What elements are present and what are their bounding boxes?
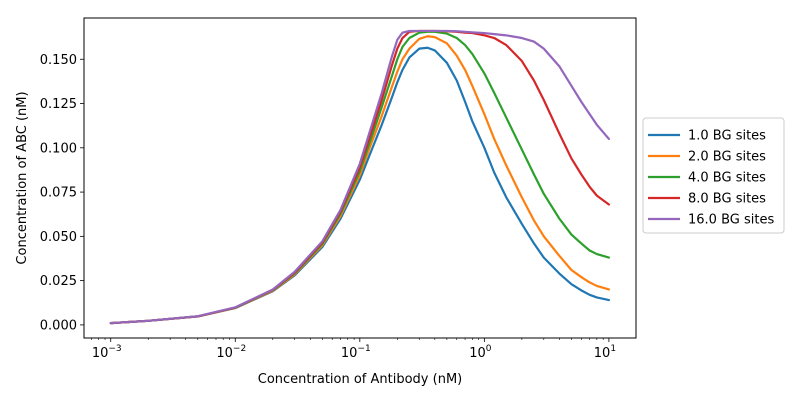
legend-label-2: 2.0 BG sites [688, 150, 766, 165]
y-tick-label: 0.150 [40, 53, 77, 68]
legend-label-3: 4.0 BG sites [688, 171, 766, 186]
y-tick-label: 0.125 [40, 97, 77, 112]
legend: 1.0 BG sites 2.0 BG sites 4.0 BG sites 8.0 … [642, 117, 785, 234]
y-tick-label: 0.075 [40, 186, 77, 201]
y-tick-label: 0.100 [40, 141, 77, 156]
y-axis-label: Concentration of ABC (nM) [15, 91, 30, 264]
y-tick-label: 0.000 [40, 318, 77, 333]
y-axis-ticks: 0.000 0.025 0.050 0.075 0.100 0.125 0.150 [40, 53, 84, 333]
x-axis-label: Concentration of Antibody (nM) [258, 372, 462, 387]
legend-label-5: 16.0 BG sites [688, 213, 774, 228]
plot-lines [109, 29, 611, 325]
y-tick-label: 0.050 [40, 230, 77, 245]
legend-label-4: 8.0 BG sites [688, 192, 766, 207]
y-tick-label: 0.025 [40, 274, 77, 289]
legend-frame [642, 117, 785, 234]
legend-label-1: 1.0 BG sites [688, 129, 766, 144]
series-line-5 [109, 29, 611, 325]
